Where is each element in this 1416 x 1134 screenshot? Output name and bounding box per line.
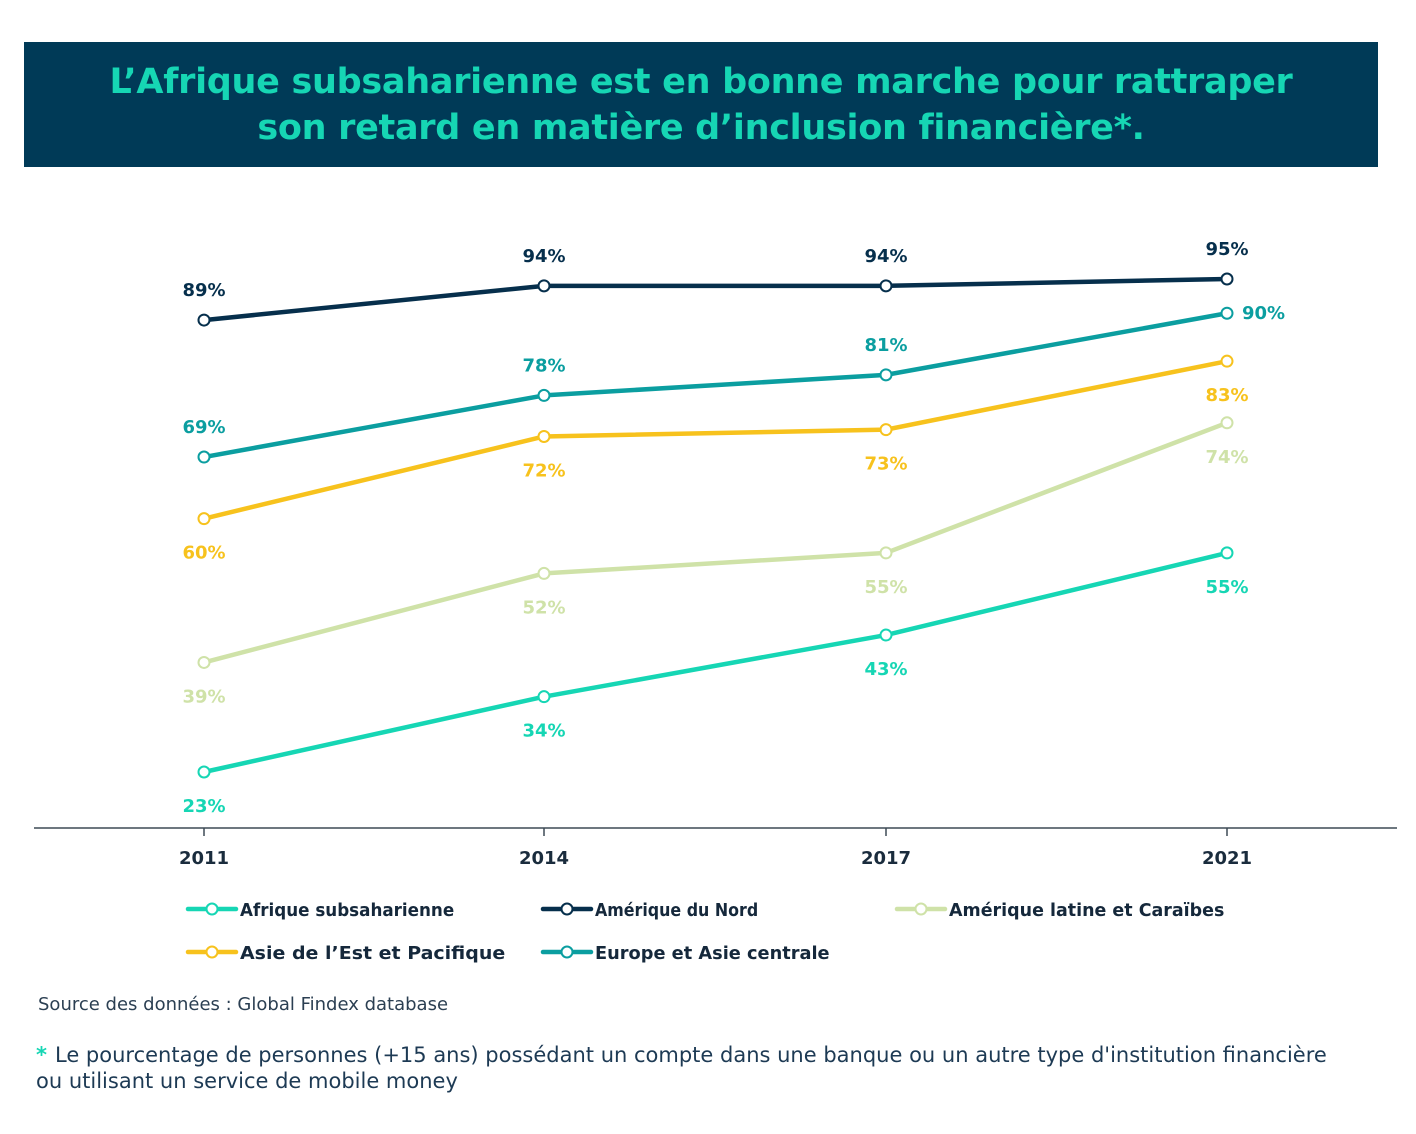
series-line-3 xyxy=(201,358,1230,521)
data-label-0-3: 55% xyxy=(1205,577,1248,598)
legend-label-0: Afrique subsaharienne xyxy=(240,900,454,921)
footnote-star: * xyxy=(36,1043,47,1067)
data-label-1-2: 94% xyxy=(864,246,907,267)
data-point-4-3 xyxy=(1220,306,1234,320)
series-line-0 xyxy=(201,550,1230,775)
data-point-1-1 xyxy=(537,279,551,293)
data-label-3-3: 83% xyxy=(1205,385,1248,406)
data-point-0-3 xyxy=(1220,546,1234,560)
legend-label-3: Asie de l’Est et Pacifique xyxy=(240,943,505,964)
x-tick-label-2021: 2021 xyxy=(1202,848,1252,869)
title-banner: L’Afrique subsaharienne est en bonne mar… xyxy=(24,42,1378,167)
x-tick-label-2014: 2014 xyxy=(519,848,569,869)
data-label-3-0: 60% xyxy=(182,543,225,564)
data-point-4-0 xyxy=(197,450,211,464)
data-point-2-2 xyxy=(879,546,893,560)
legend-marker-3 xyxy=(205,945,219,959)
legend-label-1: Amérique du Nord xyxy=(595,900,758,921)
series-line-4 xyxy=(201,310,1230,460)
legend-label-4: Europe et Asie centrale xyxy=(595,943,830,964)
data-label-4-2: 81% xyxy=(864,335,907,356)
data-point-4-1 xyxy=(537,388,551,402)
data-label-0-0: 23% xyxy=(182,796,225,817)
x-tick-label-2011: 2011 xyxy=(179,848,229,869)
data-label-3-1: 72% xyxy=(522,460,565,481)
footnote: * Le pourcentage de personnes (+15 ans) p… xyxy=(36,1042,1336,1094)
data-point-3-0 xyxy=(197,512,211,526)
data-label-4-0: 69% xyxy=(182,417,225,438)
line-chart: 2011 2014 2017 2021 39% 52% 55% 74% 60% 72% 73% 83%… xyxy=(34,239,1397,964)
legend-marker-2 xyxy=(914,902,928,916)
data-point-4-2 xyxy=(879,368,893,382)
data-point-3-1 xyxy=(537,429,551,443)
data-label-4-3: 90% xyxy=(1242,303,1285,324)
data-point-0-2 xyxy=(879,628,893,642)
data-point-1-3 xyxy=(1220,272,1234,286)
chart-title-line-1: L’Afrique subsaharienne est en bonne mar… xyxy=(109,61,1293,102)
x-tick-label-2017: 2017 xyxy=(861,848,911,869)
data-label-0-2: 43% xyxy=(864,659,907,680)
data-label-1-3: 95% xyxy=(1205,239,1248,260)
data-point-0-1 xyxy=(537,690,551,704)
legend-marker-1 xyxy=(560,902,574,916)
data-label-2-2: 55% xyxy=(864,577,907,598)
legend-marker-4 xyxy=(560,945,574,959)
source-note: Source des données : Global Findex datab… xyxy=(38,994,449,1015)
data-point-1-0 xyxy=(197,313,211,327)
legend-label-2: Amérique latine et Caraïbes xyxy=(949,900,1224,921)
series-line-2 xyxy=(201,420,1230,665)
data-point-0-0 xyxy=(197,765,211,779)
data-point-2-0 xyxy=(197,655,211,669)
series-line-1 xyxy=(201,276,1230,323)
data-label-4-1: 78% xyxy=(522,355,565,376)
data-label-2-0: 39% xyxy=(182,686,225,707)
data-point-1-2 xyxy=(879,279,893,293)
data-label-0-1: 34% xyxy=(522,721,565,742)
data-point-2-1 xyxy=(537,566,551,580)
footnote-text: Le pourcentage de personnes (+15 ans) po… xyxy=(36,1043,1327,1093)
chart-title-line-2: son retard en matière d’inclusion financ… xyxy=(257,107,1145,148)
data-label-2-3: 74% xyxy=(1205,447,1248,468)
data-label-1-1: 94% xyxy=(522,246,565,267)
data-label-1-0: 89% xyxy=(182,280,225,301)
data-point-3-3 xyxy=(1220,354,1234,368)
data-label-2-1: 52% xyxy=(522,597,565,618)
data-label-3-2: 73% xyxy=(864,454,907,475)
legend-marker-0 xyxy=(205,902,219,916)
data-point-3-2 xyxy=(879,423,893,437)
data-point-2-3 xyxy=(1220,416,1234,430)
